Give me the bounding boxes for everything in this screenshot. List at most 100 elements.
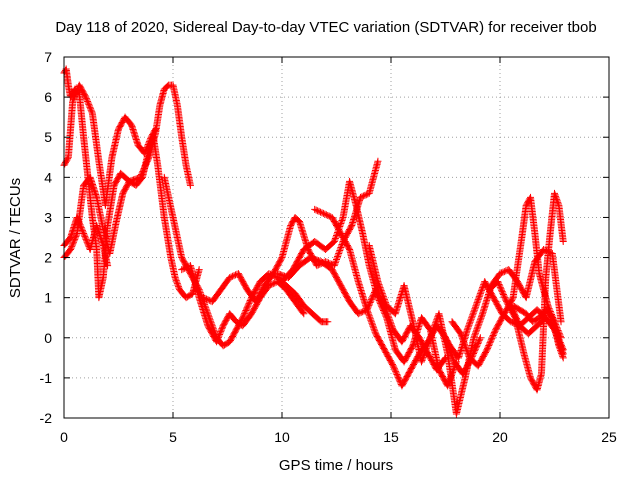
- data-point: [322, 211, 330, 219]
- data-point: [508, 295, 516, 303]
- data-point: [558, 351, 566, 359]
- data-point: [500, 268, 508, 276]
- data-point: [479, 284, 487, 292]
- data-point: [368, 294, 376, 302]
- data-point: [490, 330, 498, 338]
- data-point: [277, 255, 285, 263]
- data-point: [174, 281, 182, 289]
- data-point: [75, 218, 83, 226]
- data-point: [460, 339, 468, 347]
- data-point: [367, 296, 375, 304]
- data-point: [427, 332, 435, 340]
- data-point: [76, 221, 84, 229]
- data-point: [370, 324, 378, 332]
- data-point: [71, 91, 79, 99]
- data-point: [379, 291, 387, 299]
- data-point: [471, 305, 479, 313]
- data-point: [500, 292, 508, 300]
- data-point: [379, 305, 387, 313]
- data-point: [333, 256, 340, 264]
- data-point: [217, 328, 225, 336]
- data-point: [311, 205, 319, 213]
- data-point: [374, 278, 382, 286]
- data-point: [227, 273, 235, 281]
- data-point: [380, 296, 388, 304]
- data-point: [376, 282, 384, 290]
- data-point: [171, 274, 179, 282]
- data-point: [186, 181, 194, 189]
- y-tick-label: -2: [40, 410, 53, 426]
- data-point: [476, 334, 484, 342]
- data-point: [499, 268, 507, 276]
- data-point: [457, 331, 465, 339]
- data-point: [72, 90, 80, 98]
- data-point: [331, 260, 339, 268]
- data-point: [366, 315, 374, 323]
- data-point: [333, 254, 341, 262]
- data-point: [420, 350, 428, 358]
- data-point: [485, 340, 493, 348]
- x-tick-label: 15: [383, 429, 399, 445]
- data-point: [476, 290, 484, 298]
- data-point: [358, 193, 366, 201]
- series-13: [448, 193, 565, 370]
- data-point: [555, 342, 563, 350]
- data-point: [79, 228, 87, 236]
- data-point: [241, 308, 249, 316]
- data-point: [394, 373, 402, 381]
- data-point: [486, 339, 494, 347]
- data-point: [338, 216, 346, 224]
- data-point: [476, 316, 484, 324]
- data-point: [478, 285, 486, 293]
- data-point: [462, 345, 470, 353]
- data-point: [394, 372, 402, 380]
- data-point: [431, 320, 439, 328]
- data-point: [499, 291, 507, 299]
- data-point: [359, 308, 367, 316]
- data-point: [68, 241, 76, 249]
- data-point: [470, 306, 478, 314]
- data-point: [496, 270, 504, 278]
- data-point: [70, 237, 78, 245]
- data-point: [390, 365, 398, 373]
- data-point: [145, 145, 153, 153]
- data-point: [422, 346, 430, 354]
- data-point: [430, 323, 438, 331]
- data-point: [78, 227, 86, 235]
- data-point: [356, 309, 364, 317]
- data-point: [421, 347, 429, 355]
- x-tick-label: 10: [274, 429, 290, 445]
- data-point: [84, 97, 92, 105]
- data-point: [494, 278, 502, 286]
- data-point: [332, 233, 340, 241]
- data-point: [473, 326, 481, 334]
- y-tick-label: -1: [40, 370, 53, 386]
- data-point: [241, 309, 249, 317]
- data-point: [513, 316, 521, 324]
- data-point: [64, 155, 72, 163]
- data-point: [381, 309, 389, 317]
- data-point: [468, 312, 476, 320]
- data-point: [337, 244, 345, 252]
- data-point: [315, 207, 323, 215]
- data-point: [330, 238, 338, 246]
- data-point: [82, 93, 90, 101]
- data-point: [392, 368, 400, 376]
- data-point: [357, 308, 365, 316]
- data-point: [430, 325, 438, 333]
- data-point: [213, 338, 221, 346]
- series-4: [60, 213, 112, 270]
- data-point: [498, 286, 506, 294]
- data-point: [201, 294, 209, 302]
- data-point: [246, 298, 254, 306]
- data-point: [428, 329, 436, 337]
- data-point: [382, 312, 390, 320]
- data-point: [559, 354, 567, 362]
- data-point: [511, 312, 519, 320]
- data-point: [80, 231, 88, 239]
- data-point: [469, 309, 477, 317]
- data-point: [325, 212, 333, 220]
- y-tick-label: 2: [44, 250, 52, 266]
- data-point: [337, 242, 345, 250]
- data-point: [368, 319, 376, 327]
